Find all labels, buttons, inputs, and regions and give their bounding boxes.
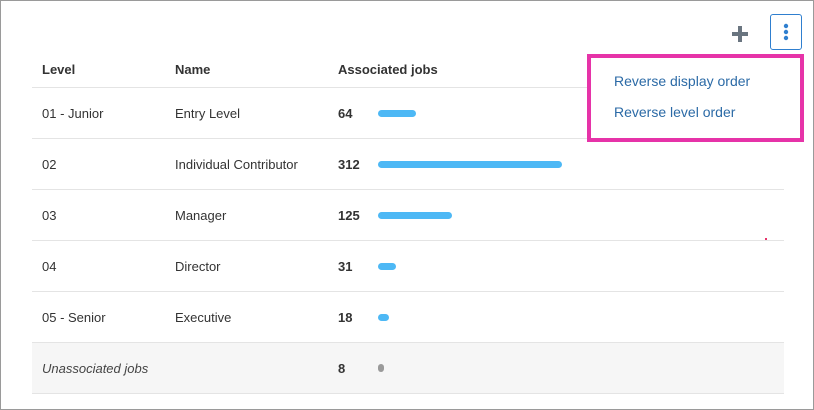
levels-table: Level Name Associated jobs 01 - Junior E… (32, 51, 784, 394)
jobs-cell: 64 (338, 88, 784, 138)
jobs-count: 125 (338, 207, 360, 223)
row-name: Entry Level (165, 87, 328, 139)
table-row[interactable]: 04 Director 31 (32, 240, 784, 292)
header-name: Name (165, 51, 328, 88)
row-name: Executive (165, 291, 328, 343)
jobs-count: 18 (338, 309, 353, 325)
unassociated-row: Unassociated jobs 8 (32, 342, 784, 394)
add-level-button[interactable] (728, 22, 752, 46)
row-jobs: 18 (328, 291, 784, 343)
table-row[interactable]: 02 Individual Contributor 312 (32, 138, 784, 190)
table-row[interactable]: 03 Manager 125 (32, 189, 784, 241)
jobs-bar (378, 211, 452, 219)
jobs-bar (378, 262, 396, 270)
header-level: Level (32, 51, 165, 88)
jobs-bar (378, 109, 416, 117)
more-options-button[interactable] (770, 14, 802, 50)
row-name: Individual Contributor (165, 138, 328, 190)
table-row[interactable]: 05 - Senior Executive 18 (32, 291, 784, 343)
unassociated-jobs-cell: 8 (328, 342, 784, 394)
jobs-cell: 8 (338, 343, 784, 393)
jobs-bar (378, 160, 562, 168)
unassociated-label-cell: Unassociated jobs (32, 342, 328, 394)
jobs-cell: 125 (338, 190, 784, 240)
options-dropdown-menu: Reverse display order Reverse level orde… (587, 54, 804, 142)
stray-mark (765, 238, 767, 240)
menu-item-reverse-display-order[interactable]: Reverse display order (614, 73, 751, 89)
row-jobs: 125 (328, 189, 784, 241)
row-name: Manager (165, 189, 328, 241)
row-level: 03 (32, 189, 165, 241)
table-row[interactable]: 01 - Junior Entry Level 64 (32, 87, 784, 139)
vertical-dots-icon (783, 23, 789, 41)
row-jobs: 31 (328, 240, 784, 292)
menu-item-reverse-level-order[interactable]: Reverse level order (614, 104, 736, 120)
row-level: 01 - Junior (32, 87, 165, 139)
jobs-cell: 312 (338, 139, 784, 189)
jobs-cell: 31 (338, 241, 784, 291)
unassociated-label: Unassociated jobs (42, 360, 149, 376)
jobs-cell: 18 (338, 292, 784, 342)
jobs-bar-unassociated (378, 364, 384, 372)
jobs-count: 8 (338, 360, 346, 376)
row-jobs: 312 (328, 138, 784, 190)
jobs-count: 64 (338, 105, 353, 121)
jobs-count: 312 (338, 156, 360, 172)
row-level: 04 (32, 240, 165, 292)
row-level: 02 (32, 138, 165, 190)
jobs-count: 31 (338, 258, 353, 274)
plus-icon (732, 26, 748, 42)
row-level: 05 - Senior (32, 291, 165, 343)
jobs-bar (378, 313, 389, 321)
row-name: Director (165, 240, 328, 292)
